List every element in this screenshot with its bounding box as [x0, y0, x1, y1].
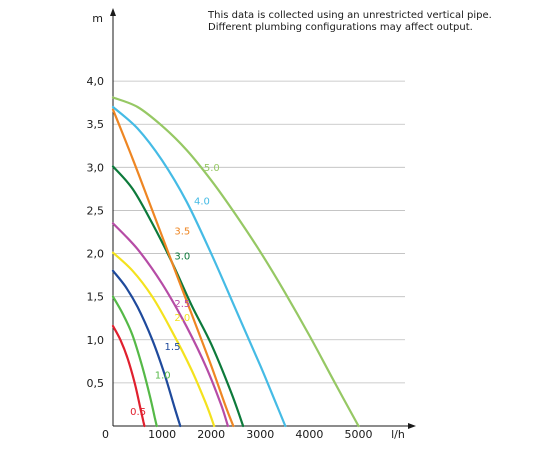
- curve-label-2-5: 2.5: [174, 299, 190, 310]
- series-line-2-0: [111, 251, 216, 428]
- x-tick-label: 5000: [345, 428, 373, 441]
- axes: m l/h: [92, 8, 416, 441]
- y-axis-label: m: [92, 12, 103, 25]
- y-tick-label: 2,5: [87, 204, 105, 217]
- y-tick-label: 2,0: [87, 248, 105, 261]
- series-line-3-5: [111, 108, 235, 428]
- curve-label-0-5: 0.5: [130, 407, 146, 418]
- curve-label-4-0: 4.0: [194, 196, 210, 207]
- y-tick-label: 3,0: [87, 161, 105, 174]
- curve-label-3-0: 3.0: [174, 252, 190, 263]
- x-tick-label: 3000: [246, 428, 274, 441]
- curve-label-1-5: 1.5: [165, 342, 181, 353]
- x-tick-label: 0: [102, 428, 109, 441]
- annotation-line-2: Different plumbing configurations may af…: [208, 22, 473, 33]
- x-axis-label: l/h: [391, 428, 405, 441]
- annotation-line-1: This data is collected using an unrestri…: [208, 10, 492, 21]
- series-line-0-5: [111, 324, 146, 428]
- curve-label-1-0: 1.0: [155, 371, 171, 382]
- x-tick-label: 1000: [148, 428, 176, 441]
- y-tick-label: 3,5: [87, 118, 105, 131]
- curve-labels: 0.5 1.0 1.5 2.0 2.5 3.0 3.5 4.0 5.0: [130, 163, 220, 418]
- y-tick-label: 0,5: [87, 377, 105, 390]
- y-tick-label: 4,0: [87, 75, 105, 88]
- y-tick-label: 1,0: [87, 334, 105, 347]
- tick-labels: 0,5 1,0 1,5 2,0 2,5 3,0 3,5 4,0 0 1000 2000 3000 400…: [87, 75, 373, 441]
- y-axis-arrow-icon: [110, 8, 116, 16]
- series-curves: [111, 96, 360, 428]
- y-tick-label: 1,5: [87, 291, 105, 304]
- series-line-4-0: [111, 105, 287, 428]
- series-line-1-5: [111, 269, 182, 428]
- series-line-5-0: [111, 96, 360, 428]
- x-tick-label: 2000: [197, 428, 225, 441]
- series-line-2-5: [111, 222, 229, 428]
- series-line-1-0: [111, 295, 158, 428]
- x-tick-label: 4000: [295, 428, 323, 441]
- curve-label-3-5: 3.5: [174, 227, 190, 238]
- curve-label-5-0: 5.0: [204, 163, 220, 174]
- x-axis-arrow-icon: [408, 423, 416, 429]
- curve-label-2-0: 2.0: [174, 313, 190, 324]
- series-line-3-0: [111, 165, 245, 428]
